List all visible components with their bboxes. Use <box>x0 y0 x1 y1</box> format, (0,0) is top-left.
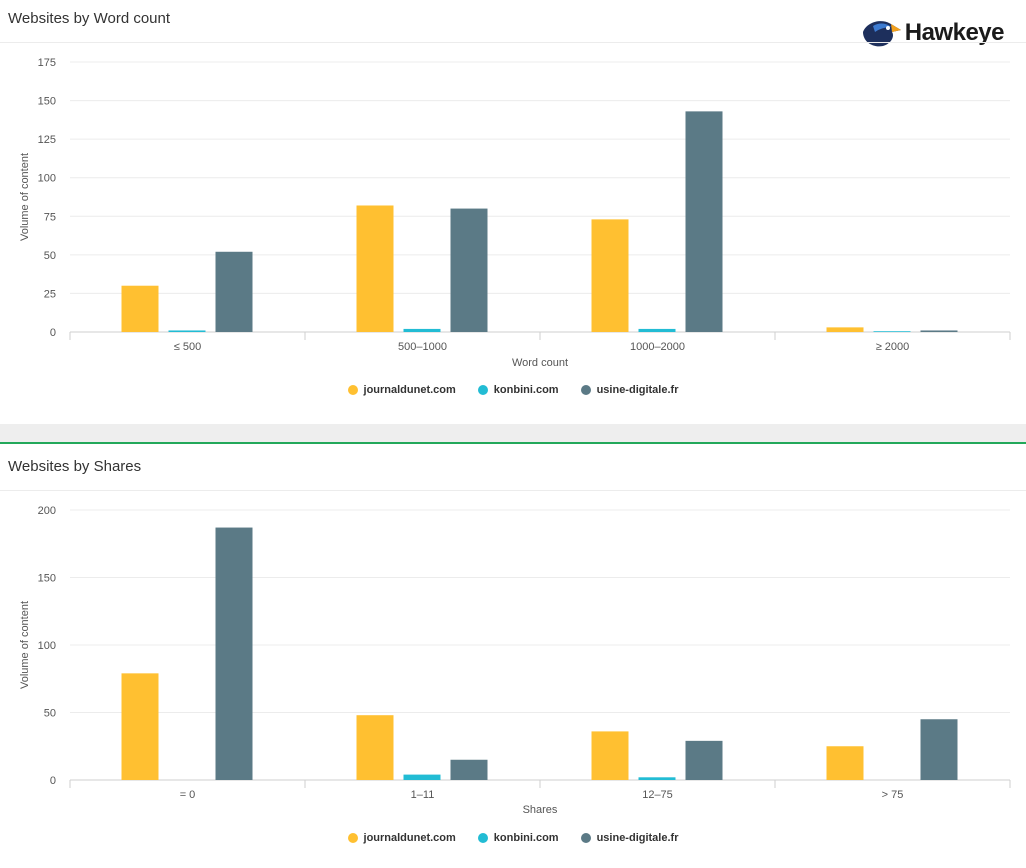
bar-usine-digitale-fr <box>685 111 723 332</box>
bar-usine-digitale-fr <box>215 251 253 332</box>
y-axis-label: Volume of content <box>19 153 31 241</box>
y-tick-label: 150 <box>38 573 56 585</box>
hawk-icon <box>862 21 901 47</box>
bar-journaldunet-com <box>591 731 629 780</box>
y-tick-label: 50 <box>44 250 56 262</box>
legend-label: usine-digitale.fr <box>596 832 679 844</box>
y-tick-label: 125 <box>38 134 56 146</box>
bar-journaldunet-com <box>356 715 394 780</box>
bar-journaldunet-com <box>826 746 864 780</box>
y-tick-label: 175 <box>38 57 56 69</box>
bar-konbini-com <box>638 328 676 332</box>
y-tick-label: 0 <box>50 327 56 339</box>
y-tick-label: 50 <box>44 708 56 720</box>
x-tick-label: ≥ 2000 <box>876 341 910 353</box>
legend-item[interactable]: usine-digitale.fr <box>580 384 679 396</box>
bar-journaldunet-com <box>356 205 394 332</box>
legend-marker <box>580 385 591 395</box>
x-axis-label: Shares <box>523 804 558 816</box>
y-axis-label: Volume of content <box>19 601 31 689</box>
chart-title: Websites by Shares <box>8 458 142 475</box>
legend-item[interactable]: journaldunet.com <box>347 384 456 396</box>
x-tick-label: 500–1000 <box>398 341 447 353</box>
y-tick-label: 25 <box>44 288 56 300</box>
legend-label: usine-digitale.fr <box>596 384 679 396</box>
x-tick-label: 1000–2000 <box>630 341 685 353</box>
bar-konbini-com <box>403 328 441 332</box>
bar-journaldunet-com <box>121 285 159 332</box>
y-tick-label: 150 <box>38 96 56 108</box>
bar-chart-shares: 0 50 100 150 200 = 0 1–11 12–75 > 75 Shares Volume… <box>19 505 1011 816</box>
x-tick-label: 1–11 <box>411 789 435 801</box>
bar-journaldunet-com <box>826 327 864 332</box>
y-tick-label: 200 <box>38 505 56 517</box>
bar-konbini-com <box>168 330 206 332</box>
legend-label: journaldunet.com <box>363 384 456 396</box>
legend-marker <box>477 385 488 395</box>
legend-item[interactable]: journaldunet.com <box>347 832 456 844</box>
legend-label: journaldunet.com <box>363 832 456 844</box>
legend-item[interactable]: konbini.com <box>477 832 559 844</box>
bar-chart-word-count: 0 25 50 75 100 125 150 175 ≤ 500 500–1000 1000–200… <box>19 57 1011 369</box>
legend-marker <box>347 833 358 843</box>
legend-item[interactable]: usine-digitale.fr <box>580 832 679 844</box>
chart-legend: journaldunet.com konbini.com usine-digital… <box>0 832 1026 844</box>
bar-usine-digitale-fr <box>685 740 723 780</box>
x-tick-label: = 0 <box>180 789 196 801</box>
bar-journaldunet-com <box>121 673 159 780</box>
panel-separator <box>0 424 1026 444</box>
bar-konbini-com <box>638 777 676 780</box>
y-tick-label: 100 <box>38 640 56 652</box>
bar-usine-digitale-fr <box>920 330 958 332</box>
bar-usine-digitale-fr <box>450 759 488 780</box>
legend-label: konbini.com <box>493 384 559 396</box>
bar-konbini-com <box>873 331 911 332</box>
x-axis-label: Word count <box>512 357 568 369</box>
bar-konbini-com <box>403 774 441 780</box>
chart-legend: journaldunet.com konbini.com usine-digital… <box>0 384 1026 396</box>
x-tick-label: > 75 <box>882 789 904 801</box>
x-tick-label: 12–75 <box>642 789 673 801</box>
legend-marker <box>580 833 591 843</box>
legend-marker <box>347 385 358 395</box>
legend-item[interactable]: konbini.com <box>477 384 559 396</box>
bar-usine-digitale-fr <box>450 208 488 332</box>
bar-usine-digitale-fr <box>920 719 958 780</box>
y-tick-label: 100 <box>38 173 56 185</box>
legend-marker <box>477 833 488 843</box>
chart-panel-word-count: Websites by Word count Hawkeye 0 25 50 75 10… <box>0 0 1026 424</box>
y-tick-label: 0 <box>50 775 56 787</box>
bar-journaldunet-com <box>591 219 629 332</box>
title-divider <box>0 490 1026 491</box>
chart-title: Websites by Word count <box>8 10 171 27</box>
legend-label: konbini.com <box>493 832 559 844</box>
bar-usine-digitale-fr <box>215 527 253 780</box>
hawkeye-logo: Hawkeye <box>861 18 1005 48</box>
chart-panel-shares: Websites by Shares 0 50 100 150 200 = 0 1–11 12… <box>0 446 1026 868</box>
x-tick-label: ≤ 500 <box>174 341 201 353</box>
title-divider <box>0 42 1026 43</box>
logo-text: Hawkeye <box>904 19 1005 46</box>
panel-separator-accent <box>0 442 1026 444</box>
y-tick-label: 75 <box>44 211 56 223</box>
